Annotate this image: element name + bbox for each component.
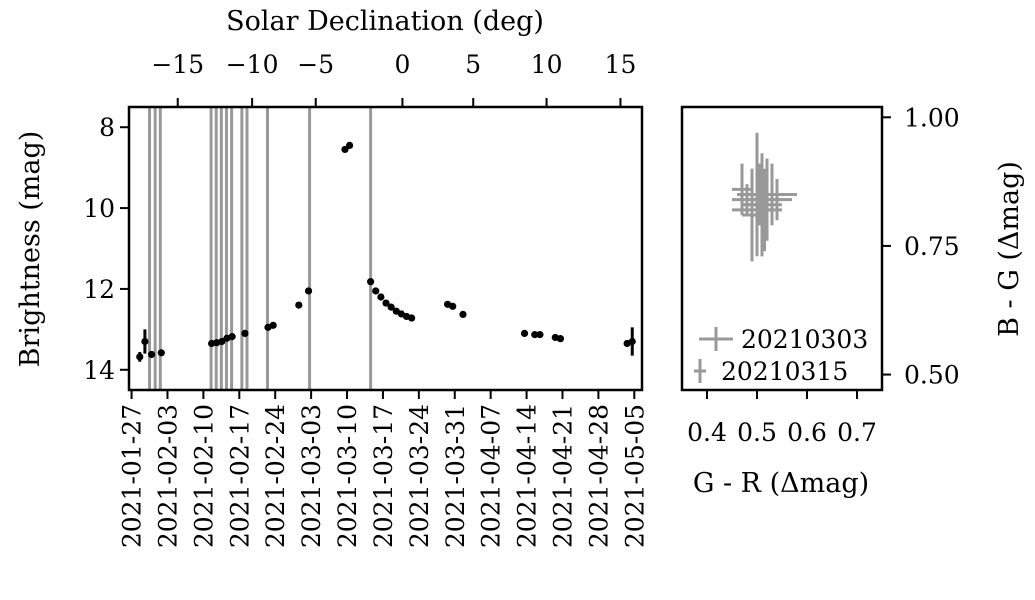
x-tick-label: 2021-02-03 — [153, 404, 182, 548]
light-curve-frame — [127, 105, 644, 392]
legend-label: 20210315 — [721, 357, 848, 386]
x-tick-label: 2021-05-05 — [620, 404, 649, 548]
color-error-cross — [732, 163, 752, 216]
bg-tick-label: 1.00 — [904, 103, 960, 132]
brightness-point — [367, 278, 375, 286]
x-tick-label: 2021-04-28 — [584, 404, 613, 548]
color-error-cross — [757, 184, 767, 257]
x-tick-label: 2021-04-07 — [477, 404, 506, 548]
brightness-point — [228, 333, 236, 341]
x-tick-label: 2021-03-17 — [369, 404, 398, 548]
x-tick-label: 2021-03-03 — [297, 404, 326, 548]
brightness-point — [536, 331, 544, 339]
brightness-point — [556, 335, 565, 343]
brightness-point — [387, 303, 395, 311]
brightness-y-ticks: 8 10 12 14 — [83, 113, 129, 385]
brightness-point — [136, 353, 144, 361]
brightness-point — [295, 301, 303, 309]
color-error-cross — [742, 168, 762, 262]
brightness-point — [449, 302, 457, 310]
top-tick-label: −15 — [151, 50, 204, 79]
x-tick-label: 2021-04-14 — [513, 404, 542, 548]
brightness-point — [345, 141, 354, 150]
top-axis-label: Solar Declination (deg) — [226, 6, 544, 37]
top-tick-label: −5 — [297, 50, 334, 79]
brightness-point — [372, 287, 380, 295]
declination-top-ticks: −15 −10 −5 0 5 10 15 — [151, 50, 636, 107]
x-tick-label: 2021-01-27 — [118, 404, 147, 548]
y-tick-label: 14 — [83, 356, 115, 385]
gr-tick-label: 0.7 — [837, 418, 877, 447]
gr-x-ticks: 0.4 0.5 0.6 0.7 — [687, 390, 877, 447]
brightness-point — [157, 349, 165, 357]
bg-y-ticks: 0.50 0.75 1.00 — [882, 103, 960, 390]
brightness-point — [269, 321, 277, 329]
top-tick-label: 5 — [465, 50, 481, 79]
brightness-point — [147, 350, 156, 359]
x-tick-label: 2021-04-21 — [548, 404, 577, 548]
legend-entry: 20210315 — [694, 357, 848, 386]
brightness-points — [136, 141, 636, 362]
gr-tick-label: 0.5 — [737, 418, 777, 447]
brightness-point — [241, 329, 249, 337]
gr-tick-label: 0.4 — [687, 418, 727, 447]
color-color-panel: 0.4 0.5 0.6 0.7 0.50 0.75 1.00 G - R (Δmag) B… — [680, 103, 1025, 499]
y-tick-label: 10 — [83, 194, 115, 223]
top-tick-label: −10 — [226, 50, 279, 79]
brightness-point — [141, 337, 149, 346]
color-error-crosses — [732, 132, 797, 262]
x-tick-label: 2021-03-31 — [441, 404, 470, 548]
brightness-point — [531, 331, 539, 339]
x-tick-label: 2021-02-17 — [225, 404, 254, 548]
x-tick-label: 2021-02-10 — [189, 404, 218, 548]
color-error-cross — [762, 179, 792, 221]
brightness-point — [459, 310, 467, 318]
y-tick-label: 12 — [83, 275, 115, 304]
legend-entry: 20210303 — [699, 325, 868, 354]
date-x-ticks: 2021-01-27 2021-02-03 2021-02-10 2021-02-17… — [118, 390, 649, 548]
bg-tick-label: 0.50 — [904, 361, 960, 390]
brightness-point — [304, 287, 313, 295]
top-tick-label: 0 — [394, 50, 410, 79]
color-error-cross — [752, 153, 762, 246]
vertical-event-lines — [148, 107, 373, 390]
brightness-axis-label: Brightness (mag) — [15, 131, 46, 368]
top-tick-label: 10 — [531, 50, 563, 79]
brightness-point — [408, 314, 416, 322]
x-tick-label: 2021-03-10 — [333, 404, 362, 548]
x-tick-label: 2021-02-24 — [261, 404, 290, 548]
x-tick-label: 2021-03-24 — [405, 404, 434, 548]
brightness-point — [218, 337, 226, 346]
legend-label: 20210303 — [741, 325, 868, 354]
brightness-point — [341, 145, 349, 154]
color-color-frame — [680, 105, 884, 392]
gr-tick-label: 0.6 — [787, 418, 827, 447]
bg-tick-label: 0.75 — [904, 232, 960, 261]
y-tick-label: 8 — [99, 113, 115, 142]
brightness-point — [520, 329, 529, 337]
brightness-point — [628, 337, 636, 346]
legend: 20210303 20210315 — [694, 325, 868, 386]
top-tick-label: 15 — [605, 50, 637, 79]
bg-axis-label: B - G (Δmag) — [994, 161, 1025, 337]
brightness-point — [382, 299, 390, 307]
gr-axis-label: G - R (Δmag) — [693, 468, 869, 499]
brightness-point — [377, 293, 385, 301]
